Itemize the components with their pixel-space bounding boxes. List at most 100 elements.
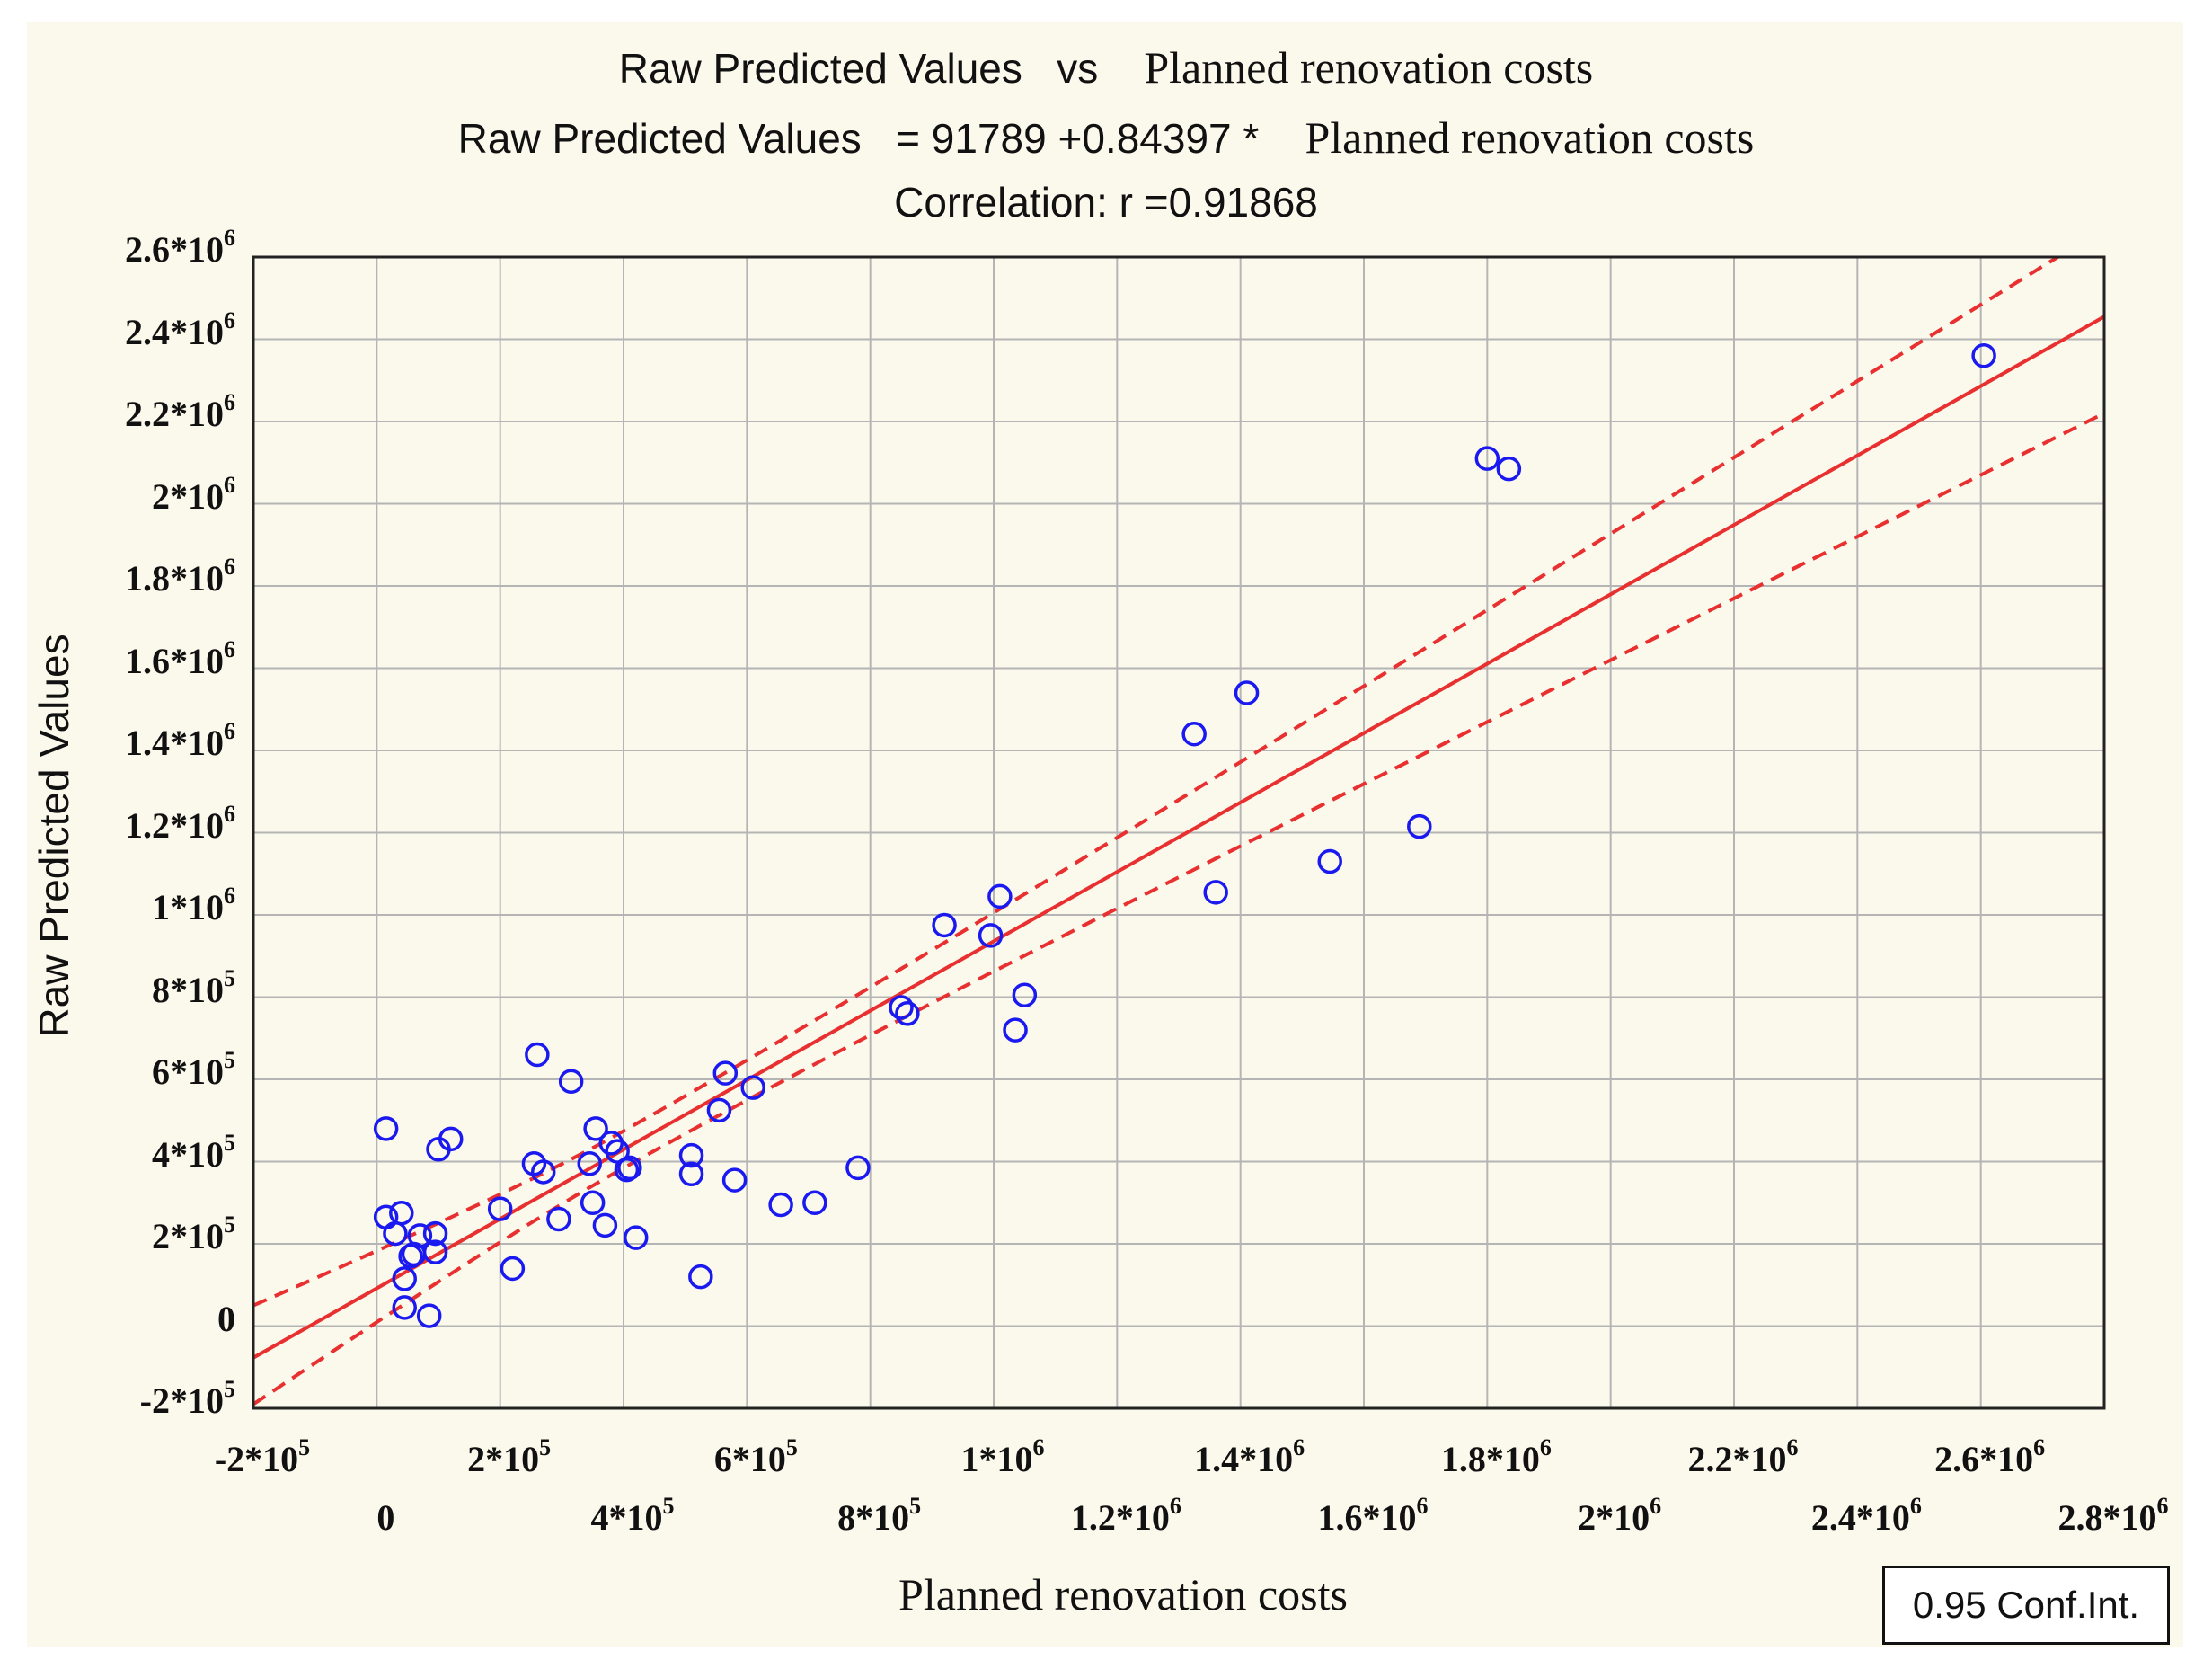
data-point xyxy=(1407,813,1432,839)
x-tick-label: 6*105 xyxy=(713,1436,798,1480)
x-tick-label: 2*105 xyxy=(467,1436,551,1480)
x-tick-exponent: 6 xyxy=(1293,1434,1305,1460)
data-point xyxy=(678,1161,704,1186)
data-point xyxy=(1496,456,1522,482)
y-tick-base: 2*10 xyxy=(152,475,224,517)
title-vs: vs xyxy=(1057,45,1099,92)
data-point xyxy=(530,1159,556,1185)
x-tick-base: -2*10 xyxy=(214,1439,299,1479)
data-point xyxy=(1317,848,1342,874)
y-tick-exponent: 6 xyxy=(224,635,235,662)
data-point xyxy=(1971,343,1996,368)
x-tick-label: 1.8*106 xyxy=(1440,1436,1552,1480)
x-tick-base: 8*10 xyxy=(837,1497,910,1538)
x-tick-exponent: 6 xyxy=(1032,1434,1045,1460)
y-tick-label: -2*105 xyxy=(38,1378,235,1422)
data-point xyxy=(740,1075,765,1100)
data-point xyxy=(712,1060,739,1086)
y-tick-label: 1.8*106 xyxy=(38,554,235,599)
data-point xyxy=(392,1295,417,1320)
y-tick-exponent: 6 xyxy=(224,471,235,498)
y-tick-base: 1.8*10 xyxy=(125,558,224,599)
data-point xyxy=(525,1042,550,1068)
y-tick-label: 1.4*106 xyxy=(38,720,235,764)
y-tick-exponent: 5 xyxy=(224,1376,235,1402)
y-tick-base: 6*10 xyxy=(152,1051,224,1092)
regression-line xyxy=(253,315,2104,1360)
data-points xyxy=(373,343,1996,1328)
y-tick-label: 0 xyxy=(38,1298,235,1340)
x-tick-exponent: 5 xyxy=(539,1434,552,1460)
data-point xyxy=(932,912,957,938)
x-tick-label: 1.4*106 xyxy=(1194,1436,1305,1480)
lower-confidence-line xyxy=(253,412,2104,1406)
x-tick-label: 2.8*106 xyxy=(2057,1495,2169,1539)
x-tick-exponent: 6 xyxy=(1169,1493,1181,1519)
y-tick-exponent: 6 xyxy=(224,554,235,580)
regression-equation-right: Planned renovation costs xyxy=(1305,112,1755,163)
x-tick-exponent: 6 xyxy=(2033,1434,2046,1460)
data-point xyxy=(1181,721,1207,747)
x-axis-label: Planned renovation costs xyxy=(898,1569,1348,1619)
y-tick-base: 2.4*10 xyxy=(125,311,224,352)
plot-frame xyxy=(252,255,2106,1410)
data-point xyxy=(546,1206,571,1232)
x-tick-label: 1*106 xyxy=(960,1436,1045,1480)
y-tick-exponent: 5 xyxy=(224,964,235,991)
data-point xyxy=(1012,982,1038,1007)
x-tick-label: -2*105 xyxy=(214,1436,310,1480)
data-point xyxy=(768,1192,793,1218)
data-point xyxy=(592,1212,618,1238)
x-tick-label: 2*106 xyxy=(1578,1493,1662,1539)
x-tick-base: 6*10 xyxy=(713,1439,786,1479)
x-tick-exponent: 5 xyxy=(909,1493,922,1519)
data-point xyxy=(422,1220,448,1247)
data-point xyxy=(1003,1017,1028,1043)
x-tick-base: 2.8*10 xyxy=(2057,1497,2157,1538)
data-point xyxy=(416,1303,442,1328)
title-x-variable: Planned renovation costs xyxy=(1144,42,1594,93)
data-point xyxy=(978,923,1004,948)
data-point xyxy=(802,1190,827,1215)
y-tick-base: 8*10 xyxy=(152,969,224,1010)
y-tick-exponent: 5 xyxy=(224,1211,235,1238)
title-y-variable: Raw Predicted Values xyxy=(618,45,1022,92)
y-tick-base: -2*10 xyxy=(139,1380,224,1421)
data-point xyxy=(500,1256,526,1282)
regression-line-group xyxy=(253,315,2104,1360)
y-tick-label: 2.6*106 xyxy=(38,226,235,271)
data-point xyxy=(987,883,1013,909)
x-tick-label: 2.6*106 xyxy=(1934,1436,2045,1480)
data-point xyxy=(688,1264,713,1290)
x-tick-base: 4*10 xyxy=(590,1497,663,1538)
y-tick-label: 2.4*106 xyxy=(38,308,235,353)
y-tick-label: 4*105 xyxy=(38,1129,235,1176)
y-tick-exponent: 6 xyxy=(224,718,235,744)
x-tick-base: 1*10 xyxy=(960,1439,1033,1479)
x-tick-label: 0 xyxy=(376,1496,394,1539)
data-point xyxy=(706,1097,732,1123)
data-point xyxy=(558,1069,584,1095)
x-tick-base: 1.8*10 xyxy=(1440,1439,1540,1479)
chart-title-line-1: Raw Predicted Values vs Planned renovati… xyxy=(0,41,2212,93)
upper-confidence-line xyxy=(253,257,2062,1308)
y-tick-label: 6*105 xyxy=(38,1049,235,1093)
y-tick-base: 1*10 xyxy=(152,887,224,927)
y-tick-exponent: 6 xyxy=(224,389,235,415)
data-point xyxy=(845,1155,871,1181)
y-tick-base: 1.2*10 xyxy=(125,804,224,846)
y-tick-exponent: 6 xyxy=(224,883,235,909)
y-tick-base: 2.6*10 xyxy=(125,229,224,270)
x-tick-base: 1.2*10 xyxy=(1070,1497,1170,1538)
x-tick-exponent: 5 xyxy=(298,1434,311,1460)
x-tick-base: 0 xyxy=(376,1497,395,1538)
y-tick-base: 2.2*10 xyxy=(125,394,224,434)
x-tick-exponent: 6 xyxy=(1650,1493,1662,1519)
x-tick-label: 8*105 xyxy=(837,1493,922,1539)
data-point xyxy=(623,1225,649,1250)
data-point xyxy=(373,1116,399,1141)
y-tick-label: 1.2*106 xyxy=(38,802,235,847)
data-point xyxy=(889,995,914,1020)
y-tick-exponent: 5 xyxy=(224,1129,235,1156)
